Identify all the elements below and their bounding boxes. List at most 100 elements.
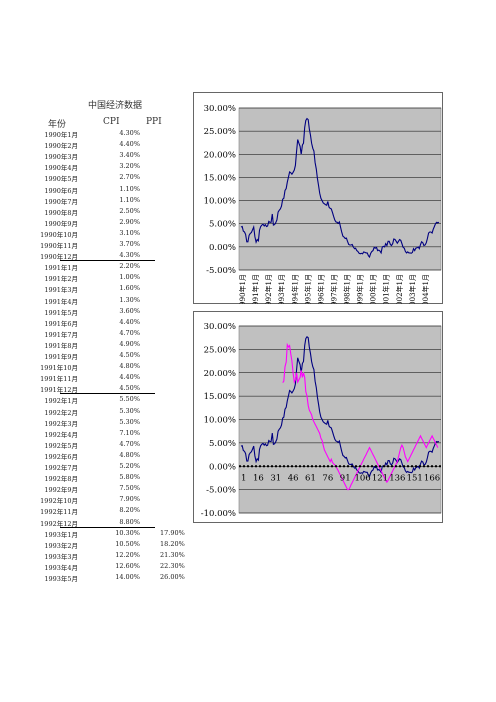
table-row: 1992年11月 8.20% [40,505,190,517]
cell-cpi: 3.20% [119,162,140,171]
table-row: 1991年10月 4.80% [40,361,190,373]
x-tick-label: 1998年1月 [343,274,352,304]
cell-month: 1990年7月 [44,197,78,206]
table-row: 1993年3月 12.20% 21.30% [40,550,190,561]
table-row: 1992年9月 7.50% [40,483,190,494]
cell-cpi: 4.50% [119,351,140,359]
table-row: 1991年7月 4.70% [40,328,190,339]
cell-cpi: 2.50% [119,206,140,215]
table-row: 1990年7月 1.10% [40,195,190,206]
table-row: 1990年8月 2.50% [40,206,190,217]
y-tick-label: 20.00% [204,150,236,160]
year-separator [60,260,155,262]
cell-ppi: 26.00% [160,573,185,581]
cell-cpi: 4.40% [119,317,140,326]
cell-month: 1993年4月 [44,563,78,572]
x-tick-label: 1 [241,473,246,483]
table-row: 1991年6月 4.40% [40,317,190,328]
x-tick-label: 166 [424,473,440,483]
y-tick-label: 10.00% [204,416,236,426]
cell-month: 1990年2月 [44,142,78,151]
table-row: 1990年5月 2.70% [40,172,190,183]
y-tick-label: 30.00% [204,104,236,114]
cell-cpi: 1.60% [119,284,140,293]
table-row: 1992年2月 5.30% [40,406,190,417]
cell-cpi: 4.90% [119,339,140,348]
x-tick-label: 106 [354,473,370,483]
table-row: 1991年8月 4.90% [40,339,190,350]
table-row: 1991年5月 3.60% [40,306,190,317]
table-row: 1992年5月 4.70% [40,439,190,450]
y-tick-label: 15.00% [204,173,236,183]
cell-month: 1992年10月 [40,497,78,506]
x-tick-label: 31 [270,473,281,483]
year-separator [60,526,155,528]
table-row: 1992年4月 7.10% [40,428,190,439]
x-tick-label: 1990年1月 [238,274,247,304]
x-tick-label: 1997年1月 [329,274,338,304]
cell-cpi: 5.50% [119,395,140,404]
chart-svg: 30.00% 25.00% 20.00% 15.00% 10.00% 5.00% 0.00%… [193,92,443,310]
cell-month: 1992年8月 [44,475,78,484]
cell-cpi: 3.60% [119,306,140,315]
cell-cpi: 12.60% [115,561,140,570]
table-title: 中国经济数据 [88,101,143,111]
cell-cpi: 7.50% [119,484,140,493]
x-tick-label: 1995年1月 [303,274,312,304]
table-row: 1991年4月 1.30% [40,295,190,306]
y-tick-label: 15.00% [204,392,236,402]
x-tick-label: 151 [407,473,423,483]
cell-ppi: 17.90% [160,528,185,537]
cell-month: 1990年9月 [44,219,78,228]
x-tick-label: 16 [253,473,264,483]
cell-month: 1992年12月 [40,519,78,528]
plot-area [238,107,442,271]
x-tick-label: 1994年1月 [290,274,299,304]
cell-cpi: 7.90% [119,495,140,504]
cell-month: 1991年12月 [40,386,78,395]
cell-month: 1992年11月 [40,508,78,517]
cell-cpi: 3.40% [119,151,140,160]
x-tick-label: 2004年1月 [421,274,430,304]
cell-month: 1990年6月 [44,186,78,195]
table-row: 1993年5月 14.00% 26.00% [40,572,190,583]
x-tick-label: 121 [372,473,388,483]
table-row: 1992年8月 5.80% [40,472,190,484]
cell-cpi: 10.50% [115,539,140,548]
y-tick-label: 30.00% [204,322,236,332]
cell-cpi: 1.00% [119,273,140,282]
cell-cpi: 4.30% [119,129,140,137]
cell-cpi: 2.70% [119,173,140,182]
table-row: 1992年6月 4.80% [40,450,190,461]
y-tick-label: -10.00% [201,509,236,519]
cell-month: 1991年5月 [44,308,78,317]
cell-ppi: 21.30% [160,550,185,559]
cell-cpi: 4.30% [119,251,140,260]
x-tick-label: 2002年1月 [395,274,404,304]
cell-cpi: 14.00% [115,573,140,581]
cell-month: 1991年10月 [40,364,78,373]
cell-cpi: 1.10% [119,184,140,193]
cell-month: 1992年2月 [44,408,78,417]
y-tick-label: 5.00% [209,220,236,230]
table-row: 1993年1月 10.30% 17.90% [40,528,190,539]
x-tick-label: 1992年1月 [264,274,273,304]
cell-cpi: 10.30% [115,528,140,537]
cell-cpi: 1.10% [119,195,140,204]
x-tick-label: 136 [389,473,405,483]
cell-month: 1990年1月 [44,131,78,139]
cell-cpi: 4.70% [119,328,140,337]
table-row: 1990年3月 3.40% [40,150,190,161]
chart-cpi-ppi: 30.00% 25.00% 20.00% 15.00% 10.00% 5.00% 0.00%… [193,311,443,523]
x-tick-label: 76 [322,473,333,483]
table-row: 1993年2月 10.50% 18.20% [40,539,190,550]
x-tick-label: 46 [288,473,299,483]
cell-month: 1990年8月 [44,208,78,217]
table-row: 1991年9月 4.50% [40,350,190,361]
cell-month: 1992年5月 [44,441,78,450]
y-tick-label: -5.00% [206,486,236,496]
cell-cpi: 2.90% [119,217,140,226]
cell-month: 1993年1月 [44,530,78,539]
table-row: 1991年2月 1.00% [40,272,190,283]
cell-cpi: 4.50% [119,384,140,393]
